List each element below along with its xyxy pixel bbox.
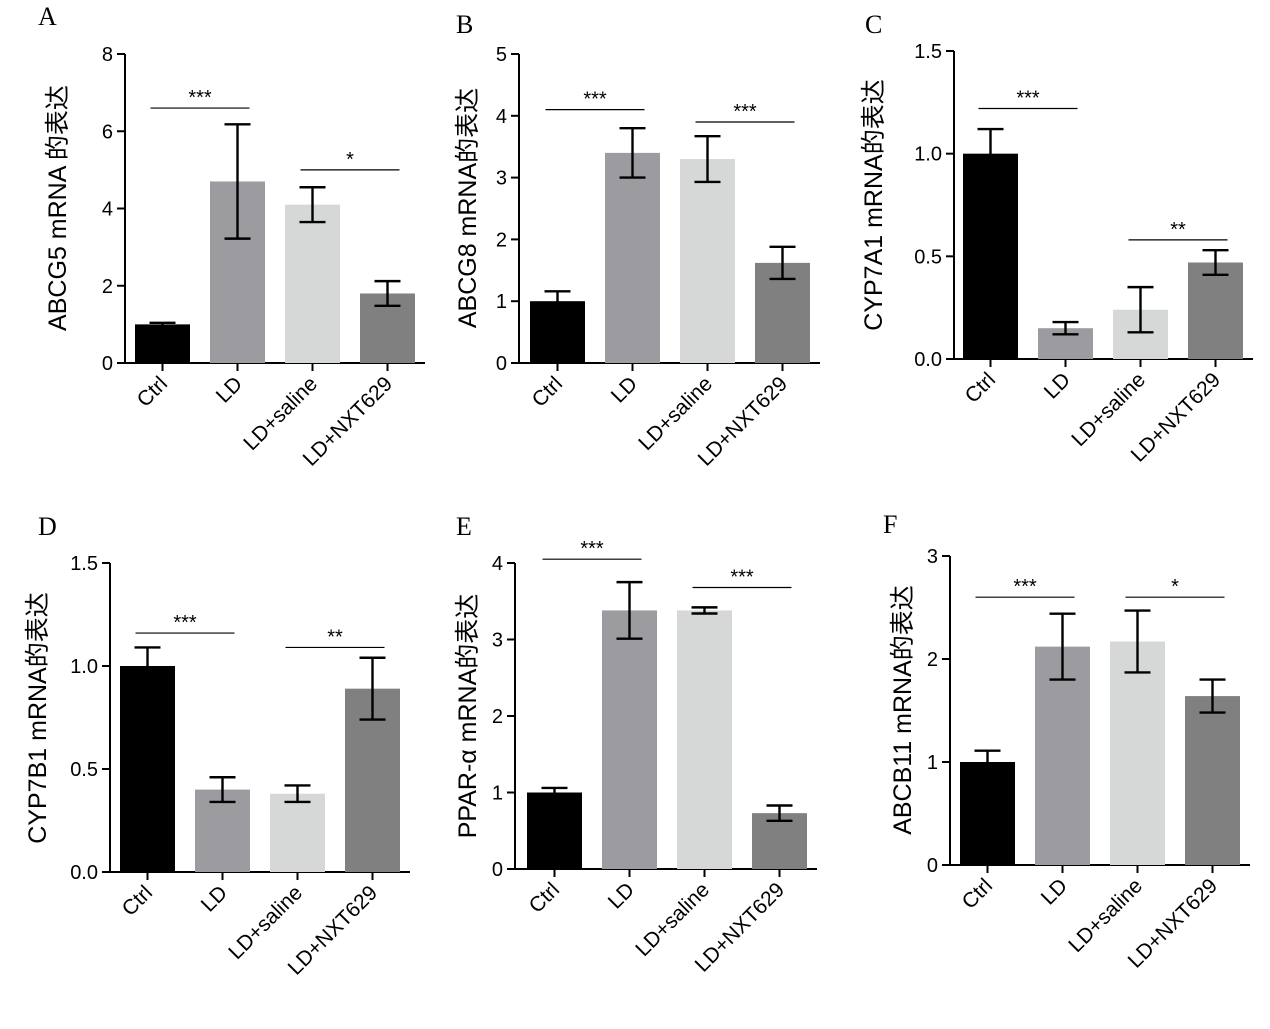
significance-label: ***: [173, 612, 197, 634]
y-tick-label: 1: [492, 783, 503, 805]
bar: [677, 610, 732, 869]
significance-label: **: [327, 626, 343, 648]
bar: [1110, 641, 1165, 865]
bar: [963, 153, 1018, 359]
panel-letter: D: [38, 512, 57, 541]
y-tick-label: 2: [496, 229, 507, 251]
significance-label: *: [1171, 576, 1179, 598]
significance-label: **: [1170, 219, 1186, 241]
y-axis-label: PPAR-α mRNA的表达: [454, 594, 482, 839]
x-tick-label: LD: [1040, 368, 1075, 403]
x-tick-label: Ctrl: [525, 878, 564, 917]
y-tick-label: 1.0: [914, 144, 942, 166]
bar: [605, 152, 660, 363]
bar: [527, 792, 582, 869]
significance-label: *: [346, 149, 354, 171]
bar: [135, 324, 190, 363]
y-tick-label: 8: [102, 44, 113, 66]
bar: [602, 610, 657, 869]
y-tick-label: 0.5: [914, 246, 942, 268]
x-tick-label: Ctrl: [961, 368, 1000, 407]
y-axis-label: ABCG5 mRNA 的表达: [44, 85, 72, 331]
y-tick-label: 2: [102, 276, 113, 298]
x-tick-label: LD: [212, 372, 247, 407]
significance-label: ***: [580, 538, 604, 560]
y-tick-label: 5: [496, 44, 507, 66]
bar: [270, 793, 325, 872]
panel-letter: B: [456, 10, 473, 39]
panel-letter: E: [456, 512, 472, 541]
y-axis-label: ABCG8 mRNA的表达: [454, 88, 482, 328]
bar: [1185, 696, 1240, 865]
x-tick-label: Ctrl: [528, 372, 567, 411]
significance-label: ***: [583, 89, 607, 111]
x-tick-label: LD: [1037, 874, 1072, 909]
y-tick-label: 3: [927, 546, 938, 568]
y-tick-label: 2: [492, 706, 503, 728]
significance-label: ***: [188, 87, 212, 109]
y-tick-label: 4: [492, 553, 503, 575]
bar: [120, 666, 175, 872]
x-tick-label: LD: [197, 881, 232, 916]
bar: [195, 789, 250, 872]
y-tick-label: 1: [927, 752, 938, 774]
y-axis-label: CYP7B1 mRNA的表达: [24, 592, 52, 843]
significance-label: ***: [1016, 87, 1040, 109]
significance-label: ***: [730, 566, 754, 588]
panel-letter: F: [883, 510, 897, 539]
y-tick-label: 3: [496, 168, 507, 190]
bar: [680, 159, 735, 363]
y-tick-label: 1.0: [70, 656, 98, 678]
bar: [752, 813, 807, 869]
x-tick-label: Ctrl: [958, 874, 997, 913]
y-axis-label: ABCB11 mRNA的表达: [889, 585, 917, 835]
y-tick-label: 3: [492, 630, 503, 652]
y-tick-label: 1: [496, 291, 507, 313]
y-tick-label: 6: [102, 121, 113, 143]
bar: [285, 204, 340, 363]
y-axis-label: CYP7A1 mRNA的表达: [860, 79, 888, 330]
y-tick-label: 1.5: [914, 41, 942, 63]
panel-letter: A: [38, 2, 57, 31]
bar: [1035, 646, 1090, 865]
y-tick-label: 0: [927, 855, 938, 877]
y-tick-label: 0.0: [914, 349, 942, 371]
y-tick-label: 0.0: [70, 862, 98, 884]
x-tick-label: Ctrl: [118, 881, 157, 920]
bar: [960, 762, 1015, 865]
panel-letter: C: [865, 10, 882, 39]
y-tick-label: 1.5: [70, 553, 98, 575]
x-tick-label: LD: [607, 372, 642, 407]
x-tick-label: LD: [604, 878, 639, 913]
significance-label: ***: [733, 101, 757, 123]
y-tick-label: 4: [496, 106, 507, 128]
y-tick-label: 0: [496, 353, 507, 375]
y-tick-label: 0.5: [70, 759, 98, 781]
x-tick-label: Ctrl: [133, 372, 172, 411]
y-tick-label: 0: [492, 859, 503, 881]
significance-label: ***: [1013, 576, 1037, 598]
y-tick-label: 2: [927, 649, 938, 671]
y-tick-label: 0: [102, 353, 113, 375]
y-tick-label: 4: [102, 199, 113, 221]
bar: [1188, 262, 1243, 359]
